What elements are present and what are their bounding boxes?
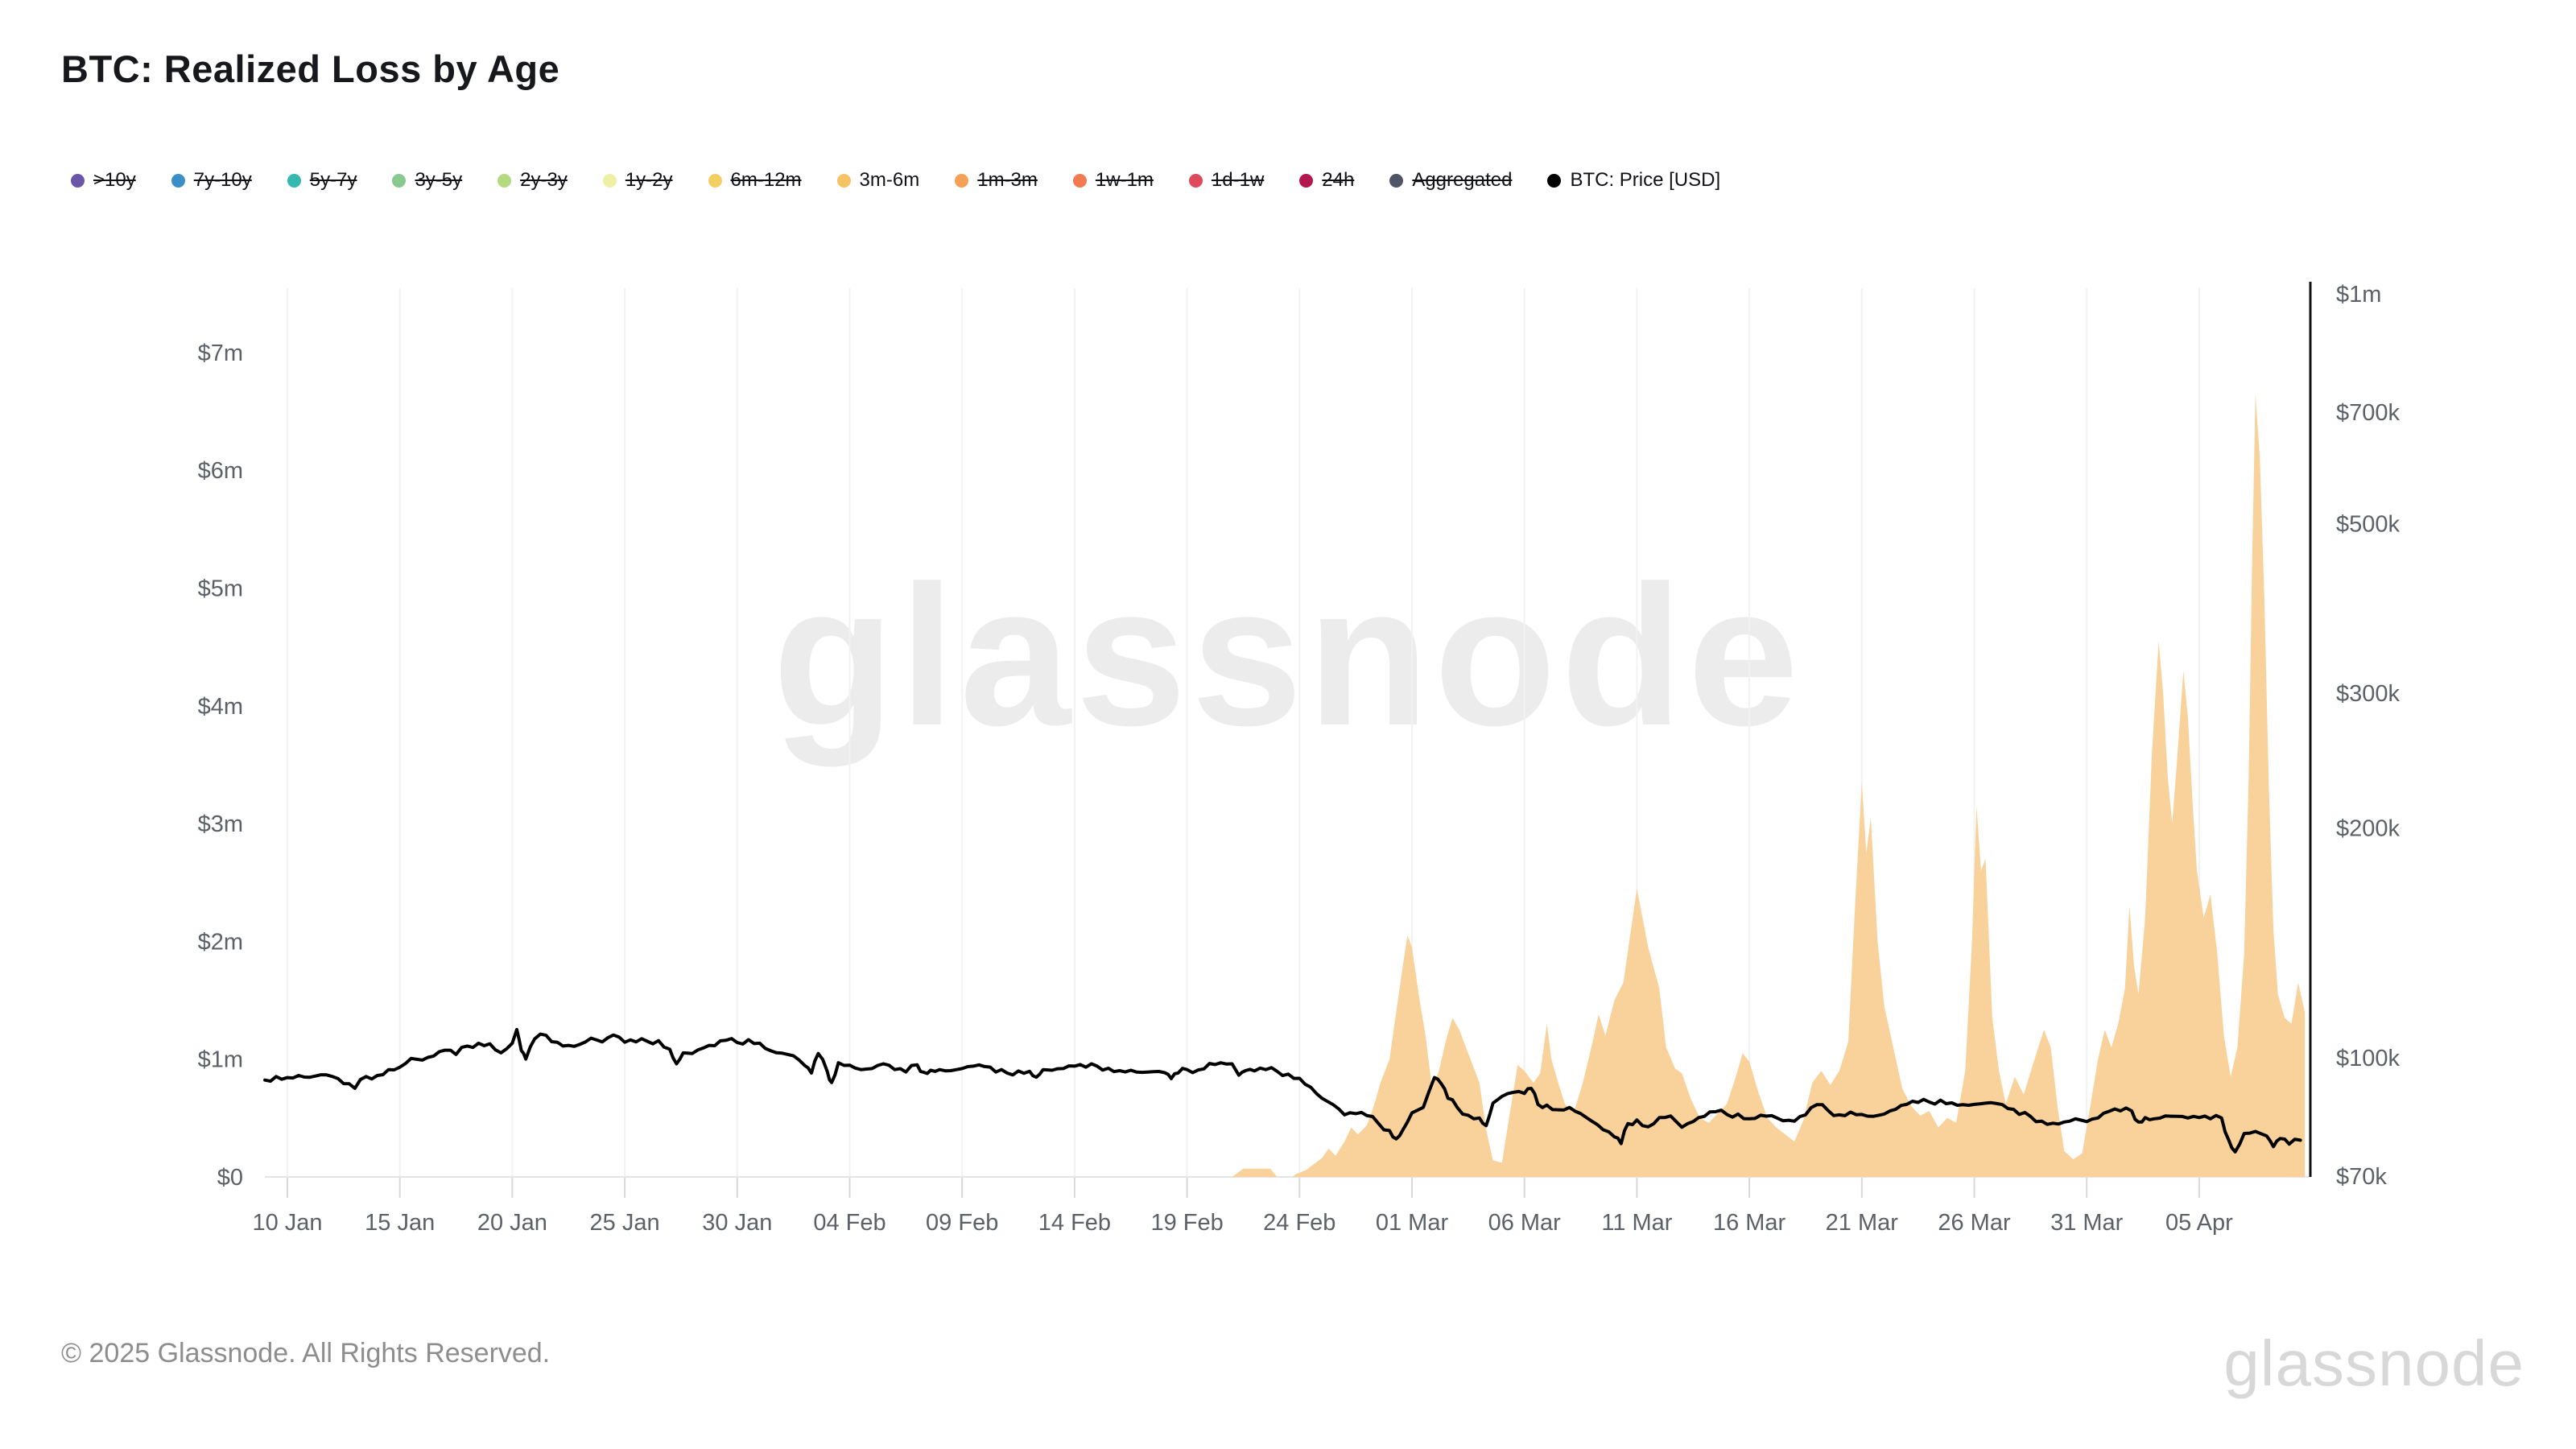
left-axis-label: $6m — [198, 458, 243, 484]
page-title: BTC: Realized Loss by Age — [61, 47, 560, 90]
legend-item-6m-12m[interactable]: 6m-12m — [708, 171, 802, 190]
x-axis-label: 24 Feb — [1263, 1210, 1335, 1236]
x-axis-label: 31 Mar — [2050, 1210, 2124, 1236]
legend-swatch-icon — [71, 173, 85, 188]
x-axis-label: 20 Jan — [477, 1210, 547, 1236]
series-line-btc-price — [263, 1027, 2302, 1154]
legend-swatch-icon — [171, 173, 185, 188]
left-axis-label: $2m — [198, 929, 243, 955]
x-axis-label: 01 Mar — [1376, 1210, 1449, 1236]
legend-label: >10y — [93, 169, 136, 191]
legend-swatch-icon — [836, 173, 851, 188]
right-axis-label: $100k — [2336, 1046, 2401, 1071]
legend-label: 1d-1w — [1211, 169, 1265, 191]
legend-swatch-icon — [1547, 173, 1562, 188]
series-area-3m-6m — [265, 394, 2306, 1178]
legend-label: Aggregated — [1412, 169, 1513, 191]
x-axis-label: 14 Feb — [1038, 1210, 1111, 1236]
x-axis-label: 16 Mar — [1713, 1210, 1786, 1236]
legend-swatch-icon — [392, 173, 407, 188]
legend-swatch-icon — [708, 173, 722, 188]
x-axis-label: 30 Jan — [702, 1210, 772, 1236]
legend-swatch-icon — [1072, 173, 1087, 188]
left-axis-label: $4m — [198, 694, 243, 720]
left-axis-label: $1m — [198, 1047, 243, 1073]
copyright-text: © 2025 Glassnode. All Rights Reserved. — [61, 1338, 551, 1368]
x-axis-label: 25 Jan — [590, 1210, 660, 1236]
legend-swatch-icon — [1299, 173, 1314, 188]
legend-label: 1w-1m — [1095, 169, 1154, 191]
legend-label: 1y-2y — [625, 169, 673, 191]
legend-item-1w-1m[interactable]: 1w-1m — [1072, 169, 1154, 191]
x-axis-label: 06 Mar — [1488, 1210, 1562, 1236]
legend-item-aggregated[interactable]: Aggregated — [1389, 171, 1512, 190]
x-axis-label: 26 Mar — [1938, 1210, 2011, 1236]
legend-item-3m-6m[interactable]: 3m-6m — [836, 169, 920, 191]
right-axis-label: $300k — [2336, 681, 2401, 707]
right-axis-label: $70k — [2336, 1164, 2387, 1190]
x-axis-label: 11 Mar — [1601, 1210, 1672, 1236]
legend-swatch-icon — [955, 173, 969, 188]
x-axis-label: 15 Jan — [365, 1210, 435, 1236]
legend-item-5y-7y[interactable]: 5y-7y — [287, 171, 357, 190]
x-axis-label: 09 Feb — [926, 1210, 998, 1236]
legend-item-1y-2y[interactable]: 1y-2y — [602, 169, 673, 191]
legend-item-3y-5y[interactable]: 3y-5y — [392, 171, 462, 190]
legend-label: 5y-7y — [309, 169, 357, 191]
legend-swatch-icon — [1188, 173, 1203, 188]
legend-swatch-icon — [602, 173, 617, 188]
x-axis-label: 04 Feb — [813, 1210, 886, 1236]
glassnode-logo: glassnode — [2223, 1327, 2524, 1399]
right-axis-label: $700k — [2336, 400, 2401, 426]
left-axis-label: $0 — [217, 1165, 243, 1191]
x-axis-label: 19 Feb — [1150, 1210, 1223, 1236]
x-axis-label: 21 Mar — [1826, 1210, 1899, 1236]
legend-label: BTC: Price [USD] — [1570, 169, 1721, 191]
legend-item-btc-price-usd[interactable]: BTC: Price [USD] — [1547, 171, 1720, 190]
legend-swatch-icon — [497, 173, 512, 188]
legend-item-2y-3y[interactable]: 2y-3y — [497, 171, 568, 190]
legend-swatch-icon — [1389, 173, 1404, 188]
legend-item-10y[interactable]: >10y — [71, 171, 136, 190]
legend-swatch-icon — [287, 173, 301, 188]
legend-label: 3y-5y — [415, 169, 463, 191]
legend-label: 7y-10y — [193, 169, 252, 191]
legend-item-1d-1w[interactable]: 1d-1w — [1188, 169, 1265, 191]
legend-label: 1m-3m — [977, 169, 1038, 191]
x-axis-label: 05 Apr — [2165, 1210, 2233, 1236]
legend-label: 6m-12m — [730, 169, 802, 191]
legend-label: 3m-6m — [859, 169, 920, 191]
right-axis-label: $1m — [2336, 282, 2381, 308]
legend-item-1m-3m[interactable]: 1m-3m — [955, 171, 1038, 190]
right-axis-label: $200k — [2336, 815, 2401, 841]
left-axis-label: $7m — [198, 341, 243, 366]
legend-label: 24h — [1322, 169, 1355, 191]
legend-item-7y-10y[interactable]: 7y-10y — [171, 171, 252, 190]
legend-label: 2y-3y — [520, 169, 568, 191]
left-axis-label: $5m — [198, 576, 243, 602]
left-axis-label: $3m — [198, 811, 243, 837]
x-axis-label: 10 Jan — [252, 1210, 322, 1236]
chart-legend: >10y 7y-10y 5y-7y 3y-5y 2y-3y 1y-2y 6m-12m 3m-6… — [71, 171, 1720, 190]
right-axis-label: $500k — [2336, 512, 2401, 538]
legend-item-24h[interactable]: 24h — [1299, 171, 1354, 190]
